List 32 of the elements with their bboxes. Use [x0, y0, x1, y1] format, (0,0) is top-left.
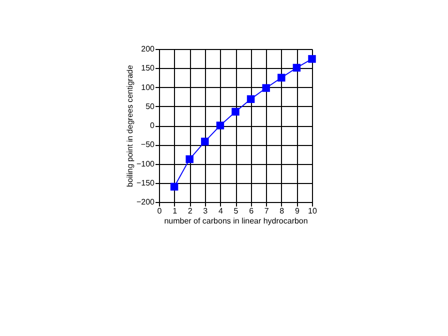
y-axis-title: boiling point in degrees centigrade [125, 64, 134, 187]
point [216, 122, 224, 130]
x-tick-label: 0 [157, 206, 162, 216]
y-tick-label: −150 [136, 178, 156, 188]
x-tick-label: 6 [249, 206, 254, 216]
point [308, 55, 316, 63]
point [262, 84, 270, 92]
y-tick-label: −100 [136, 159, 156, 168]
point [170, 182, 178, 191]
y-tick-label: 150 [141, 64, 156, 73]
x-tick-label: 2 [188, 206, 193, 216]
point [278, 74, 286, 82]
x-tick-label: 7 [264, 206, 270, 216]
y-tick-label: 100 [141, 82, 156, 92]
x-tick-label: 4 [218, 206, 224, 216]
x-tick-label: 1 [172, 206, 178, 216]
point [232, 108, 240, 116]
point [246, 95, 255, 103]
point [292, 64, 301, 72]
y-tick-label: 200 [141, 44, 156, 54]
point [186, 155, 194, 164]
y-tick-label: 0 [150, 121, 156, 130]
x-tick-label: 5 [234, 206, 239, 216]
y-tick-label: 50 [146, 102, 156, 111]
x-tick-label: 3 [203, 206, 208, 216]
x-axis-title: number of carbons in linear hydrocarbon [164, 216, 308, 226]
x-tick-label: 9 [294, 206, 300, 216]
x-tick-label: 10 [308, 206, 318, 216]
x-tick-label: 8 [280, 206, 285, 216]
point [201, 138, 209, 146]
y-tick-label: −200 [136, 198, 156, 206]
y-tick-label: −50 [140, 140, 156, 150]
